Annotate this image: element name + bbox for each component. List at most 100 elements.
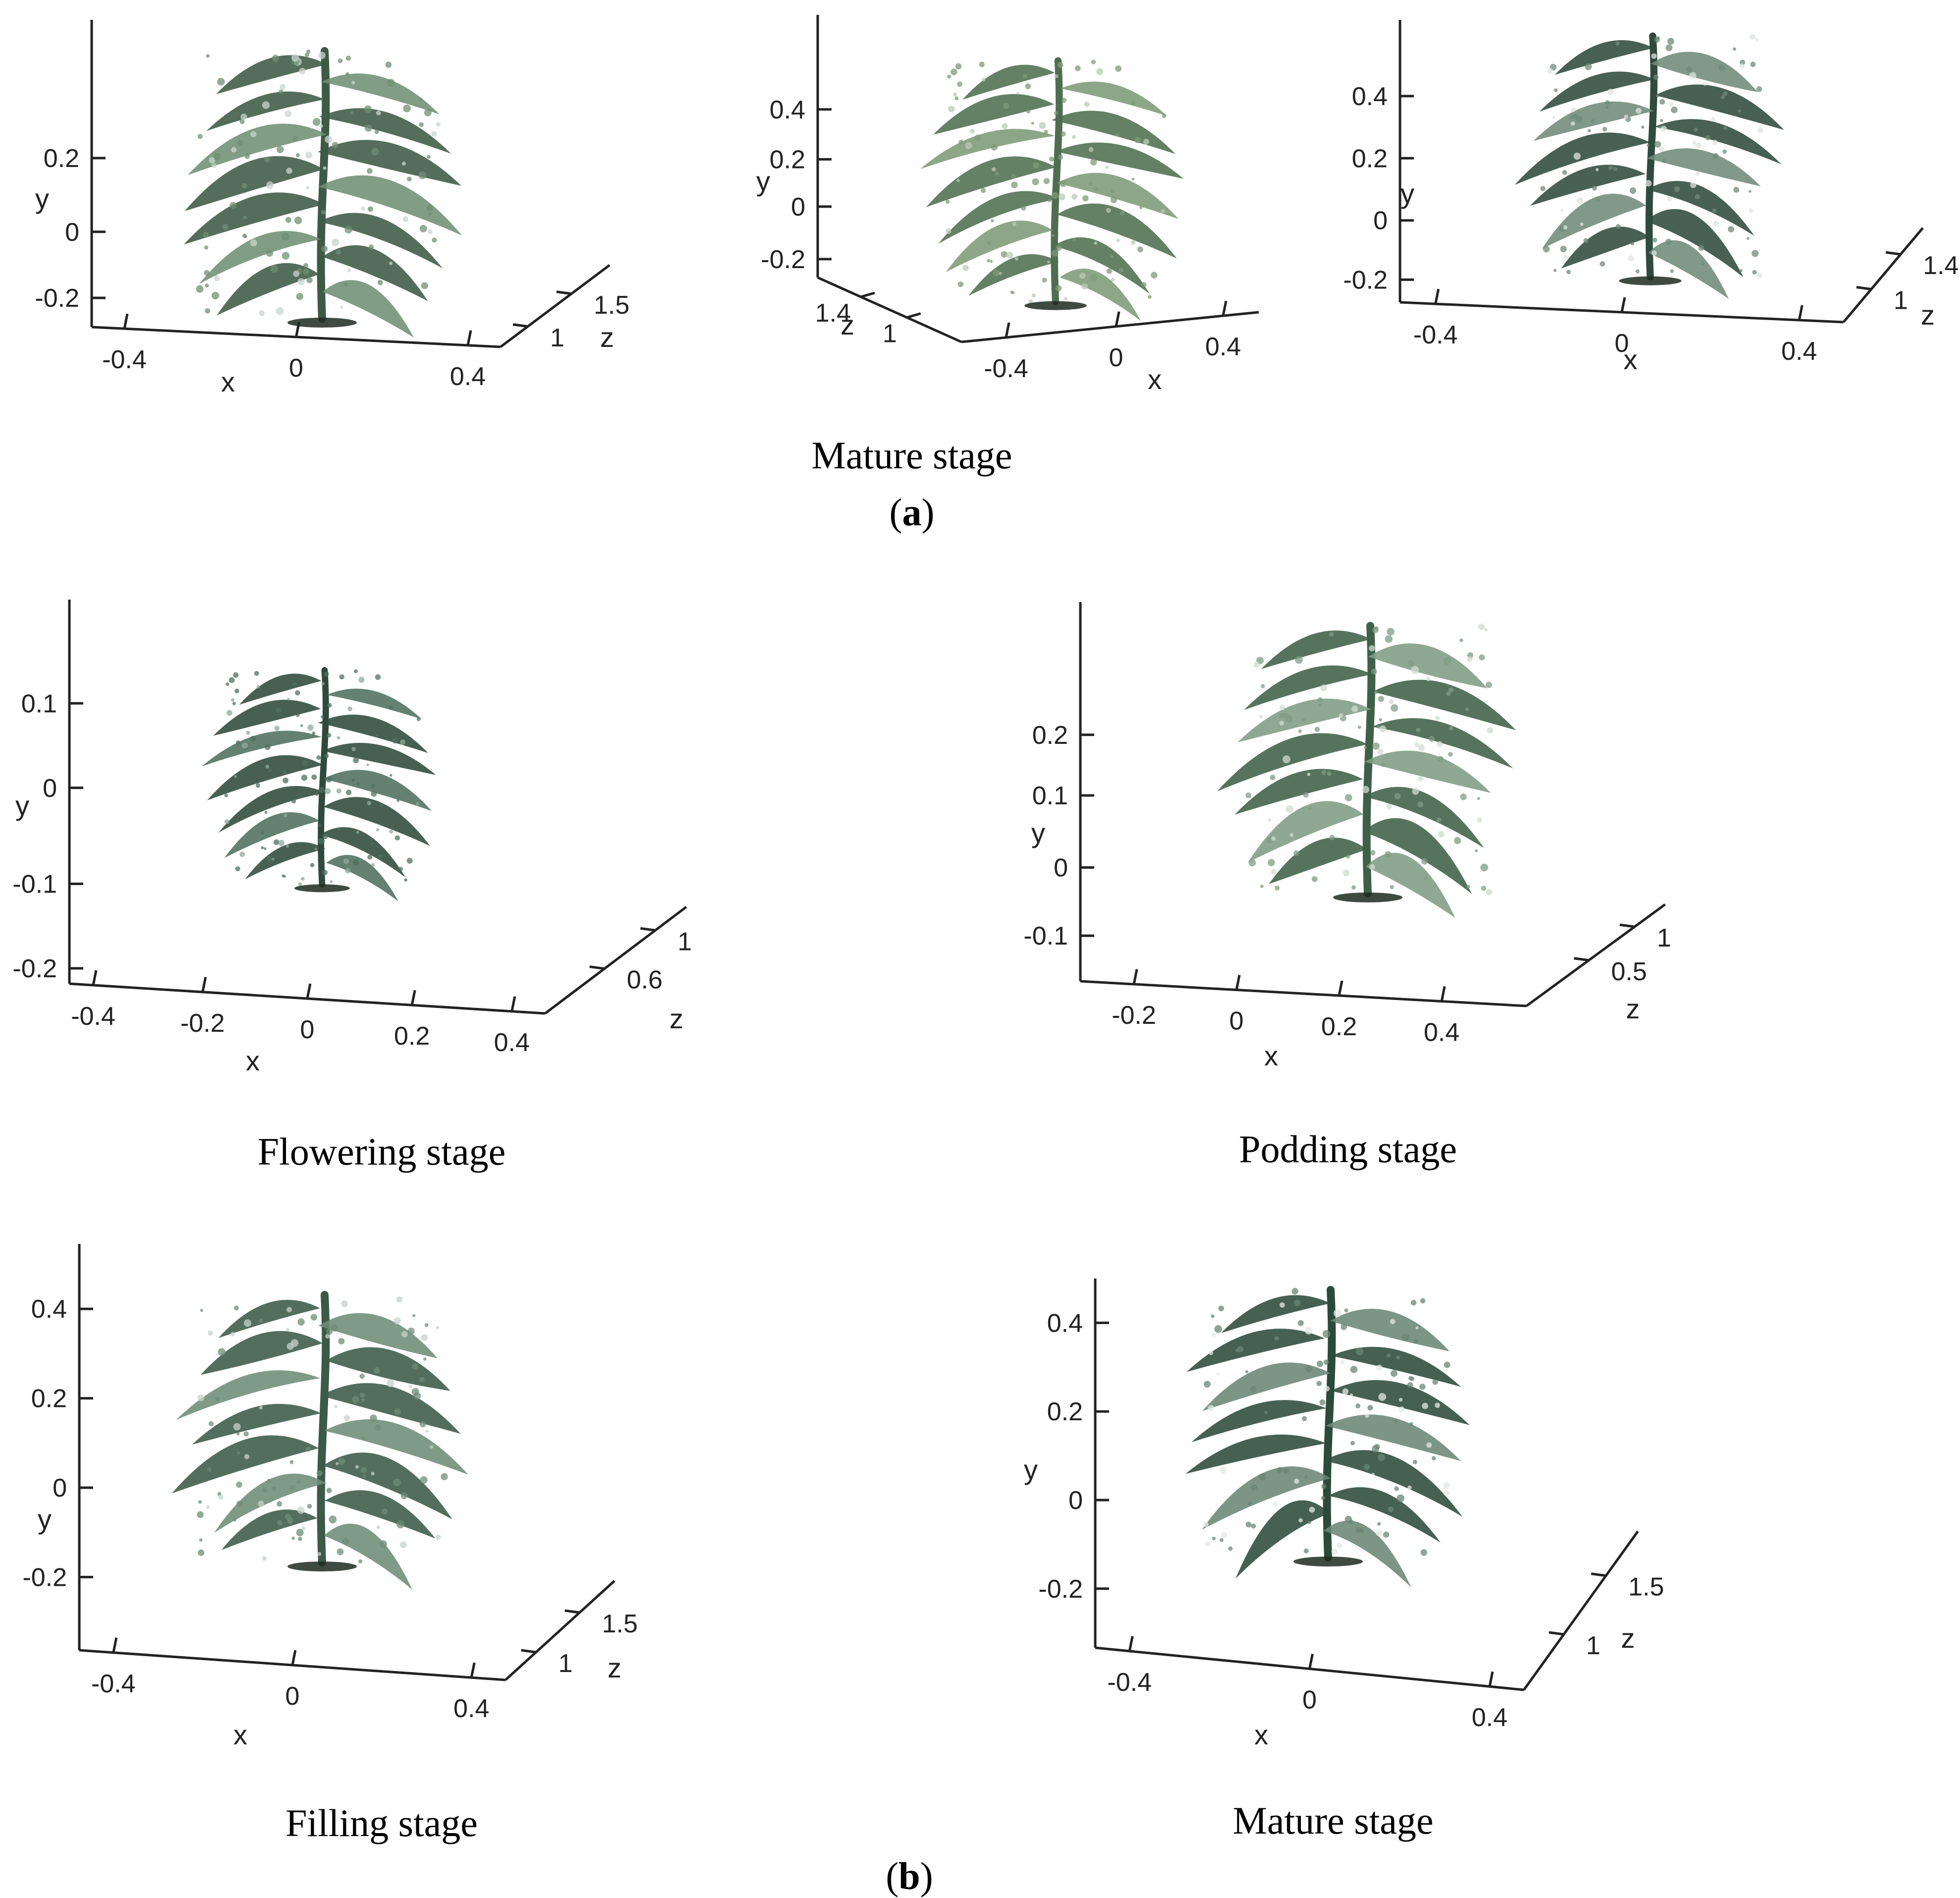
cloud-point [396,799,399,802]
cloud-point [1713,153,1719,159]
cloud-point [1058,154,1064,160]
cloud-point [206,54,210,58]
cloud-point [389,261,393,265]
cloud-point [255,783,260,788]
plant-leaf [1365,852,1456,918]
cloud-point [285,217,291,223]
cloud-point [322,834,328,839]
cloud-point [378,854,383,859]
cloud-point [419,122,424,127]
panel-b2: -0.1 0 0.1 0.2 -0.2 0 0.2 0.4 0.5 1 y x z [1023,602,1671,1071]
cloud-point [394,1408,401,1415]
cloud-point [283,813,287,818]
cloud-point [1283,1468,1289,1474]
cloud-point [1407,660,1414,667]
cloud-point [230,1332,235,1337]
cloud-point [1417,801,1423,808]
cloud-point [1443,657,1452,665]
cloud-point [326,1328,333,1335]
cloud-point [1277,1467,1283,1473]
cloud-point [1667,196,1672,201]
cloud-point [1381,762,1386,767]
cloud-point [419,1377,425,1383]
cloud-point [311,774,317,780]
cloud-point [1031,121,1034,125]
y-axis-label: y [1031,817,1045,848]
cloud-point [246,730,250,735]
cloud-point [1344,1308,1348,1313]
y-tick-label: 0.2 [1032,721,1068,750]
cloud-point [1448,687,1454,693]
cloud-point [316,1470,323,1476]
cloud-point [1701,262,1704,266]
cloud-point [1711,117,1715,121]
cloud-point [1061,131,1066,137]
panel-a1: -0.2 0 0.2 -0.4 0 0.4 1 1.5 y x z [35,20,629,397]
cloud-point [1627,255,1634,262]
x-tick-label: 0.2 [394,1022,430,1051]
cloud-point [1388,1506,1394,1512]
cloud-point [279,89,283,94]
plant-stem [317,1291,330,1566]
cloud-point [1477,817,1482,823]
cloud-point [368,244,374,250]
cloud-point [427,155,431,159]
cloud-point [379,803,384,808]
cloud-point [376,111,381,115]
cloud-point [236,1501,243,1507]
cloud-point [1355,1347,1364,1355]
cloud-point [340,305,343,309]
cloud-point [196,285,204,293]
cloud-point [1484,628,1488,632]
z-tick-mark [906,312,921,319]
cloud-point [1322,1330,1331,1338]
cloud-point [1408,1376,1413,1381]
x-tick-label: 0.4 [1472,1703,1508,1732]
plant-leaf [199,230,321,284]
cloud-point [1350,1366,1358,1373]
x-tick-label: 0.4 [1205,333,1241,361]
cloud-point [379,1540,387,1548]
cloud-point [1302,718,1306,723]
cloud-point [353,859,359,866]
cloud-point [242,233,247,238]
cloud-point [418,171,427,179]
cloud-point [1370,850,1376,855]
cloud-point [408,1385,412,1389]
cloud-point [375,734,379,738]
plant-leaf [1364,750,1491,793]
cloud-point [952,92,957,97]
cloud-point [947,74,952,79]
x-tick-mark [291,1650,297,1666]
cloud-point [215,1396,220,1401]
y-tick-label: 0.4 [770,96,805,124]
cloud-point [954,96,959,101]
cloud-point [1695,142,1702,149]
cloud-point [1268,818,1271,822]
y-tick-label: -0.2 [22,1563,67,1592]
cloud-point [305,152,313,159]
cloud-point [1755,38,1758,42]
cloud-point [318,786,325,793]
plant-leaf [1057,203,1177,259]
x-tick-label: -0.4 [1413,321,1458,349]
cloud-point [1021,205,1026,211]
cloud-point [1666,44,1673,52]
cloud-point [1378,1453,1385,1461]
cloud-point [1003,103,1009,109]
cloud-point [1151,272,1158,279]
plant-leaf [224,812,320,858]
panel-b1-title: Flowering stage [258,1130,505,1173]
z-axis-line [817,276,962,343]
cloud-point [1478,623,1485,630]
x-tick-mark [1338,980,1344,996]
cloud-point [281,874,285,878]
cloud-point [1543,246,1550,253]
cloud-point [1251,1523,1256,1529]
cloud-point [1674,186,1680,192]
plant-leaf [1261,630,1372,669]
cloud-point [336,736,340,740]
y-axis-label: y [756,166,770,197]
z-tick-mark [1591,1572,1606,1577]
cloud-point [1316,1381,1322,1386]
